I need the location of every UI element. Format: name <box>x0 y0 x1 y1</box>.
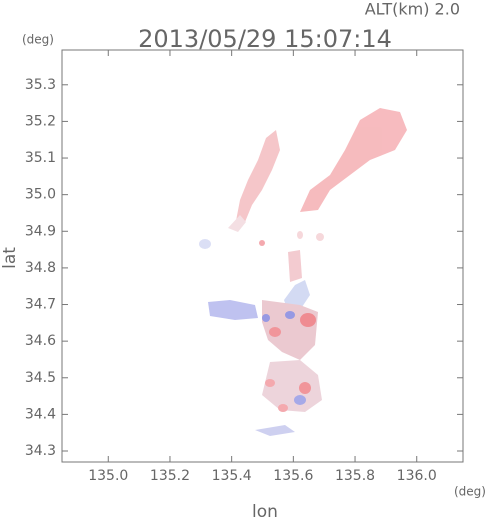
y-tick-label: 34.9 <box>25 223 56 239</box>
x-axis-label: lon <box>252 502 278 521</box>
echo <box>255 425 295 436</box>
radar-echoes <box>199 108 407 436</box>
echo <box>259 240 265 246</box>
x-tick-label: 135.0 <box>88 468 128 484</box>
echo <box>228 215 246 232</box>
echo <box>262 314 270 322</box>
x-tick-label: 135.8 <box>335 468 375 484</box>
echo <box>294 395 306 405</box>
x-tick-label: 135.4 <box>212 468 252 484</box>
echo <box>285 311 295 319</box>
echo <box>316 233 324 241</box>
y-tick-label: 35.1 <box>25 150 56 166</box>
y-tick-label: 34.7 <box>25 297 56 313</box>
y-tick-label: 34.3 <box>25 443 56 459</box>
y-tick-label: 35.0 <box>25 187 56 203</box>
y-axis-label: lat <box>0 247 20 269</box>
echo <box>262 360 322 412</box>
y-tick-label: 34.6 <box>25 333 56 349</box>
echo <box>265 379 275 387</box>
x-unit: (deg) <box>454 485 486 499</box>
y-tick-label: 35.2 <box>25 113 56 129</box>
echo <box>269 327 281 337</box>
x-tick-label: 135.6 <box>273 468 313 484</box>
altitude-label: ALT(km) 2.0 <box>365 0 460 19</box>
echo <box>288 250 302 282</box>
x-tick-label: 135.2 <box>150 468 190 484</box>
echo <box>297 231 303 239</box>
y-tick-label: 34.5 <box>25 370 56 386</box>
y-unit: (deg) <box>22 33 54 47</box>
echo <box>299 382 311 394</box>
y-tick-label: 34.4 <box>25 406 56 422</box>
plot-frame <box>61 49 464 463</box>
x-tick-label: 136.0 <box>397 468 437 484</box>
echo <box>300 313 316 327</box>
chart-title: 2013/05/29 15:07:14 <box>138 25 392 53</box>
echo <box>278 404 288 412</box>
echo <box>235 130 280 226</box>
echo <box>208 300 258 320</box>
y-tick-label: 34.8 <box>25 260 56 276</box>
echo <box>300 108 407 212</box>
echo <box>199 239 211 249</box>
y-tick-label: 35.3 <box>25 77 56 93</box>
